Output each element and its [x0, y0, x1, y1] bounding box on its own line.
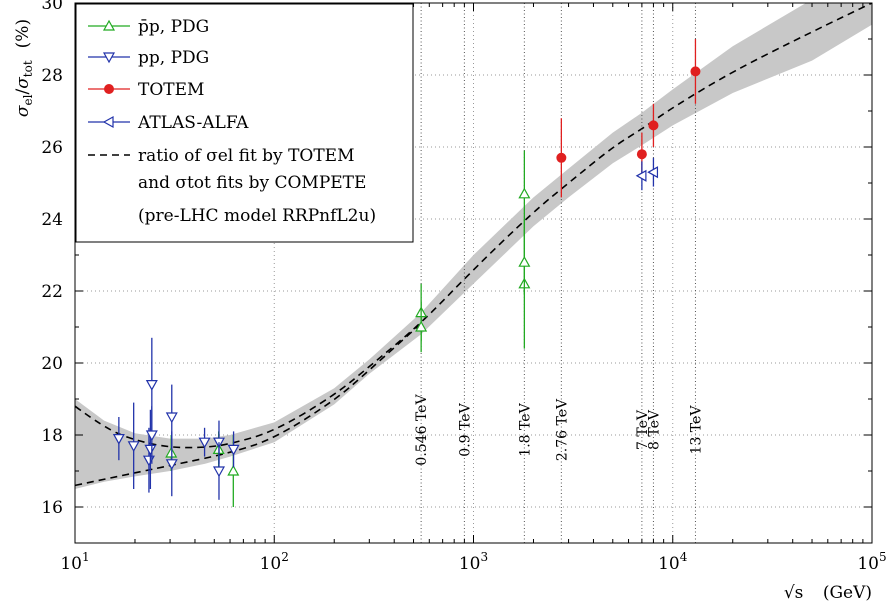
- y-tick-label: 22: [41, 282, 63, 302]
- legend-label: TOTEM: [138, 80, 204, 100]
- energy-label: 8 TeV: [646, 409, 662, 450]
- energy-label: 0.546 TeV: [414, 394, 430, 466]
- y-axis-sym2: σ: [13, 77, 33, 89]
- marker-triangle-down: [112, 434, 125, 445]
- marker-triangle-left: [102, 115, 114, 129]
- y-axis-sub2: tot: [21, 60, 35, 77]
- marker-triangle-left: [647, 166, 659, 179]
- x-axis-unit: (GeV): [823, 583, 872, 603]
- marker-triangle-up: [227, 464, 240, 476]
- y-tick-label: 24: [41, 210, 63, 230]
- y-tick-label: 28: [41, 66, 63, 86]
- marker-triangle-down: [165, 412, 178, 424]
- energy-label: 13 TeV: [688, 405, 704, 455]
- marker-circle: [690, 66, 701, 77]
- marker-triangle-down: [102, 52, 116, 64]
- fit-curve: [75, 3, 872, 449]
- y-axis-label: σel/σtot(%): [13, 19, 35, 117]
- y-axis-unit: (%): [13, 19, 33, 48]
- marker-triangle-up: [102, 19, 116, 31]
- x-axis-label: √s (GeV): [784, 583, 872, 603]
- y-axis-sym1: σ: [13, 105, 33, 117]
- marker-triangle-up: [415, 320, 428, 332]
- energy-label: 1.8 TeV: [517, 402, 533, 456]
- marker-circle: [636, 149, 647, 160]
- legend-box: [75, 3, 414, 243]
- legend-label: ATLAS-ALFA: [137, 113, 249, 133]
- fit-band: [75, 3, 872, 489]
- axis-ticks: 101 102 103 104 105 16 18 20 22 24 26 28 30: [41, 0, 886, 574]
- legend-label: pp, PDG: [138, 48, 209, 68]
- y-axis-sub1: el: [21, 94, 35, 105]
- legend-label: (pre-LHC model RRPnfL2u): [138, 206, 376, 226]
- energy-label: 0.9 TeV: [457, 402, 473, 456]
- legend-label: and σtot fits by COMPETE: [138, 173, 366, 193]
- fit-curve: [75, 322, 422, 487]
- x-axis-var: √s: [784, 583, 804, 603]
- marker-triangle-down: [212, 466, 226, 478]
- legend: p̄p, PDG pp, PDG TOTEM ATLAS-ALFA ratio of σ…: [75, 3, 414, 243]
- marker-triangle-up: [518, 187, 531, 199]
- x-tick-label: 101: [60, 550, 89, 574]
- data-points: [112, 39, 701, 507]
- y-tick-label: 26: [41, 138, 63, 158]
- marker-triangle-down: [165, 459, 178, 471]
- legend-label: p̄p, PDG: [138, 17, 209, 37]
- fit-curves: [75, 3, 872, 487]
- marker-circle: [648, 120, 659, 131]
- marker-triangle-down: [144, 444, 157, 456]
- x-tick-label: 103: [459, 550, 488, 574]
- marker-triangle-down: [145, 430, 158, 442]
- marker-triangle-down: [198, 437, 211, 449]
- y-tick-label: 20: [41, 354, 63, 374]
- x-tick-label: 105: [857, 550, 886, 574]
- marker-triangle-down: [145, 380, 158, 391]
- marker-triangle-down: [127, 441, 140, 453]
- fit-uncertainty-band: [75, 3, 872, 489]
- marker-circle: [556, 152, 567, 163]
- svg-text:σel/σtot(%): σel/σtot(%): [13, 19, 35, 117]
- y-tick-label: 30: [41, 0, 63, 14]
- x-tick-label: 102: [260, 550, 289, 574]
- marker-triangle-down: [227, 444, 240, 456]
- legend-label: ratio of σel fit by TOTEM: [138, 146, 355, 166]
- y-tick-label: 18: [41, 426, 63, 446]
- energy-label: 2.76 TeV: [554, 398, 570, 461]
- x-tick-label: 104: [658, 550, 688, 574]
- energy-label: 7 TeV: [635, 409, 651, 450]
- marker-triangle-left: [635, 169, 647, 182]
- y-tick-label: 16: [41, 498, 63, 518]
- marker-circle: [104, 84, 114, 94]
- marker-triangle-up: [518, 255, 531, 267]
